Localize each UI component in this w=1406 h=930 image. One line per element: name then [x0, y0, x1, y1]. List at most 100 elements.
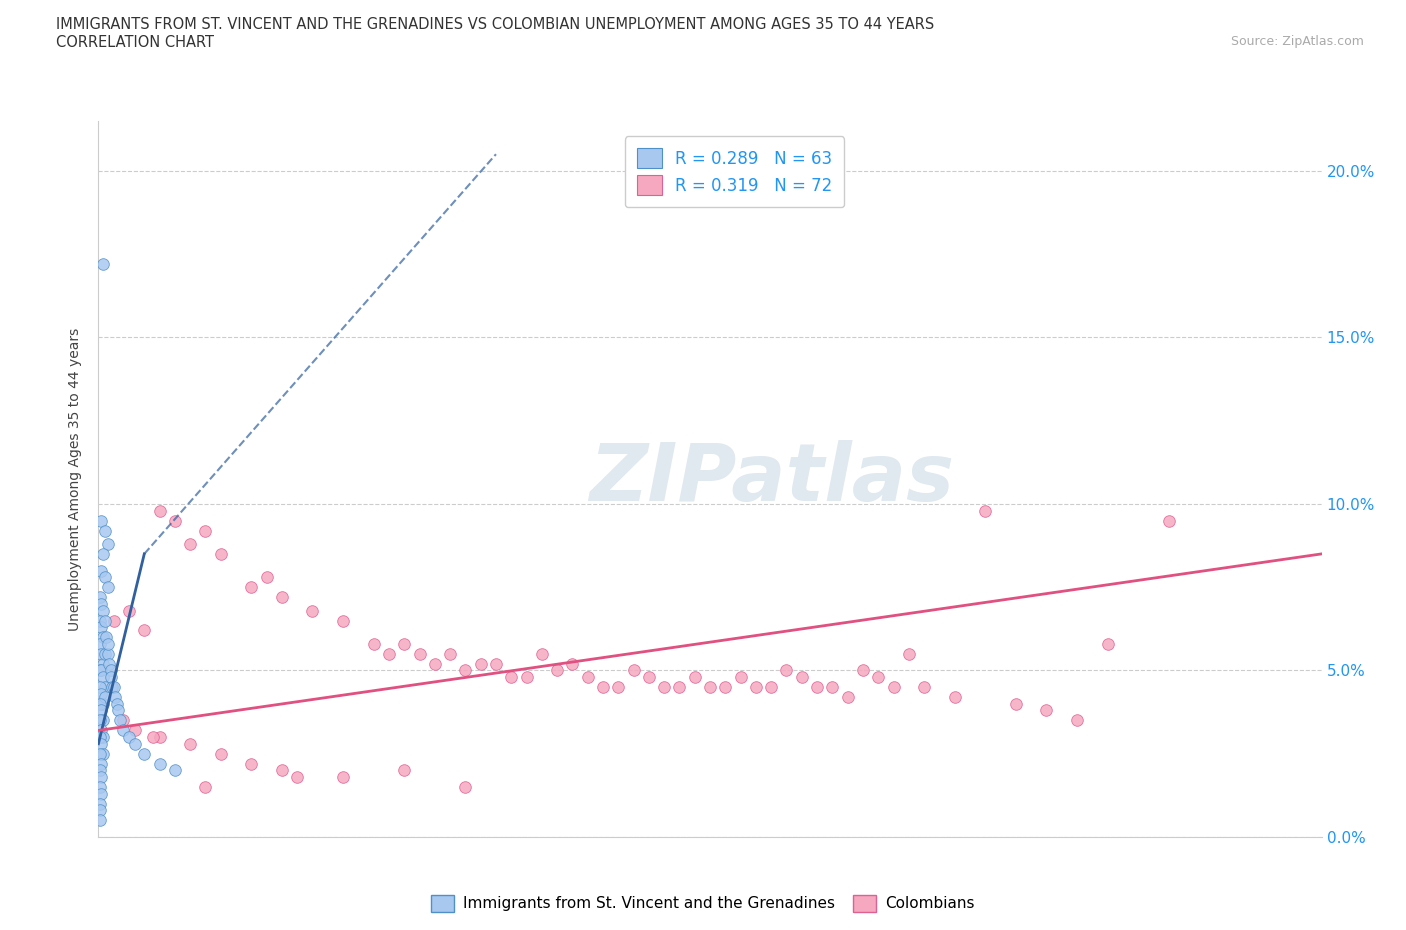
Point	[454, 663, 477, 678]
Point	[90, 513, 112, 528]
Point	[124, 723, 146, 737]
Point	[90, 619, 112, 634]
Point	[530, 646, 553, 661]
Point	[209, 547, 232, 562]
Point	[363, 636, 385, 651]
Point	[89, 713, 111, 728]
Point	[240, 756, 263, 771]
Point	[652, 680, 675, 695]
Point	[94, 630, 117, 644]
Point	[103, 613, 125, 628]
Point	[1066, 713, 1088, 728]
Point	[775, 663, 797, 678]
Point	[89, 796, 111, 811]
Point	[714, 680, 737, 695]
Point	[852, 663, 875, 678]
Point	[89, 763, 111, 777]
Point	[91, 670, 114, 684]
Point	[93, 690, 115, 705]
Point	[91, 657, 114, 671]
Point	[89, 779, 111, 794]
Text: Source: ZipAtlas.com: Source: ZipAtlas.com	[1230, 35, 1364, 48]
Point	[209, 746, 232, 761]
Point	[90, 646, 112, 661]
Point	[256, 570, 278, 585]
Point	[89, 613, 111, 628]
Point	[561, 657, 583, 671]
Point	[623, 663, 645, 678]
Point	[97, 646, 120, 661]
Point	[332, 613, 354, 628]
Point	[90, 596, 112, 611]
Point	[790, 670, 813, 684]
Point	[89, 680, 111, 695]
Point	[149, 756, 172, 771]
Point	[1035, 703, 1057, 718]
Point	[974, 503, 997, 518]
Point	[93, 613, 115, 628]
Text: IMMIGRANTS FROM ST. VINCENT AND THE GRENADINES VS COLOMBIAN UNEMPLOYMENT AMONG A: IMMIGRANTS FROM ST. VINCENT AND THE GREN…	[56, 17, 935, 32]
Point	[90, 770, 112, 785]
Point	[124, 737, 146, 751]
Point	[91, 630, 114, 644]
Point	[89, 697, 111, 711]
Point	[668, 680, 690, 695]
Point	[912, 680, 935, 695]
Point	[1004, 697, 1026, 711]
Point	[470, 657, 492, 671]
Point	[100, 670, 122, 684]
Point	[270, 590, 294, 604]
Point	[868, 670, 890, 684]
Point	[134, 746, 156, 761]
Point	[592, 680, 614, 695]
Point	[90, 686, 112, 701]
Point	[454, 779, 477, 794]
Point	[638, 670, 661, 684]
Point	[179, 737, 201, 751]
Point	[89, 590, 111, 604]
Point	[90, 563, 112, 578]
Point	[90, 737, 112, 751]
Point	[1157, 513, 1180, 528]
Text: CORRELATION CHART: CORRELATION CHART	[56, 35, 214, 50]
Point	[501, 670, 523, 684]
Point	[683, 670, 706, 684]
Point	[90, 703, 112, 718]
Point	[89, 730, 111, 745]
Point	[730, 670, 752, 684]
Point	[91, 547, 114, 562]
Point	[392, 636, 416, 651]
Point	[90, 756, 112, 771]
Point	[90, 786, 112, 801]
Point	[97, 636, 120, 651]
Point	[101, 680, 124, 695]
Point	[104, 690, 127, 705]
Point	[837, 690, 859, 705]
Point	[392, 763, 416, 777]
Point	[301, 603, 323, 618]
Point	[134, 623, 156, 638]
Point	[89, 813, 111, 828]
Legend: Immigrants from St. Vincent and the Grenadines, Colombians: Immigrants from St. Vincent and the Gren…	[425, 889, 981, 918]
Point	[149, 730, 172, 745]
Point	[107, 703, 129, 718]
Point	[761, 680, 783, 695]
Point	[91, 697, 114, 711]
Point	[576, 670, 599, 684]
Point	[108, 713, 131, 728]
Point	[439, 646, 461, 661]
Point	[97, 579, 120, 594]
Point	[485, 657, 508, 671]
Point	[93, 680, 115, 695]
Point	[97, 537, 120, 551]
Point	[91, 257, 114, 272]
Point	[89, 663, 111, 678]
Point	[100, 663, 122, 678]
Point	[89, 746, 111, 761]
Point	[332, 770, 354, 785]
Point	[745, 680, 768, 695]
Point	[378, 646, 401, 661]
Point	[118, 730, 141, 745]
Point	[821, 680, 844, 695]
Point	[270, 763, 294, 777]
